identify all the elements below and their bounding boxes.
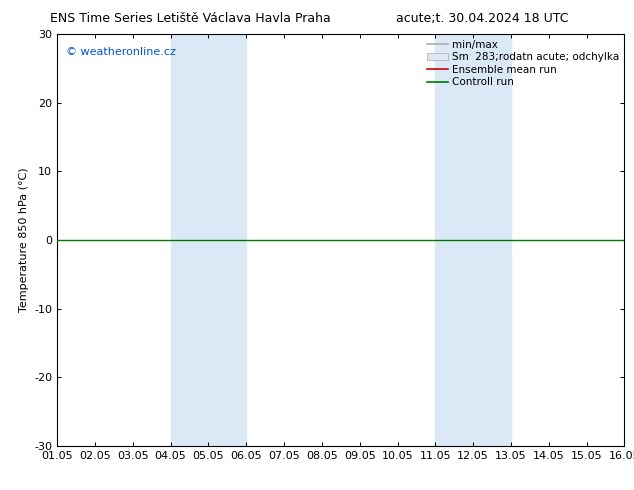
Text: ENS Time Series Letiště Václava Havla Praha: ENS Time Series Letiště Václava Havla Pr… — [50, 12, 330, 25]
Text: acute;t. 30.04.2024 18 UTC: acute;t. 30.04.2024 18 UTC — [396, 12, 568, 25]
Legend: min/max, Sm  283;rodatn acute; odchylka, Ensemble mean run, Controll run: min/max, Sm 283;rodatn acute; odchylka, … — [425, 37, 621, 89]
Bar — [436, 34, 511, 446]
Bar — [171, 34, 246, 446]
Y-axis label: Temperature 850 hPa (°C): Temperature 850 hPa (°C) — [18, 168, 29, 313]
Text: © weatheronline.cz: © weatheronline.cz — [65, 47, 176, 57]
